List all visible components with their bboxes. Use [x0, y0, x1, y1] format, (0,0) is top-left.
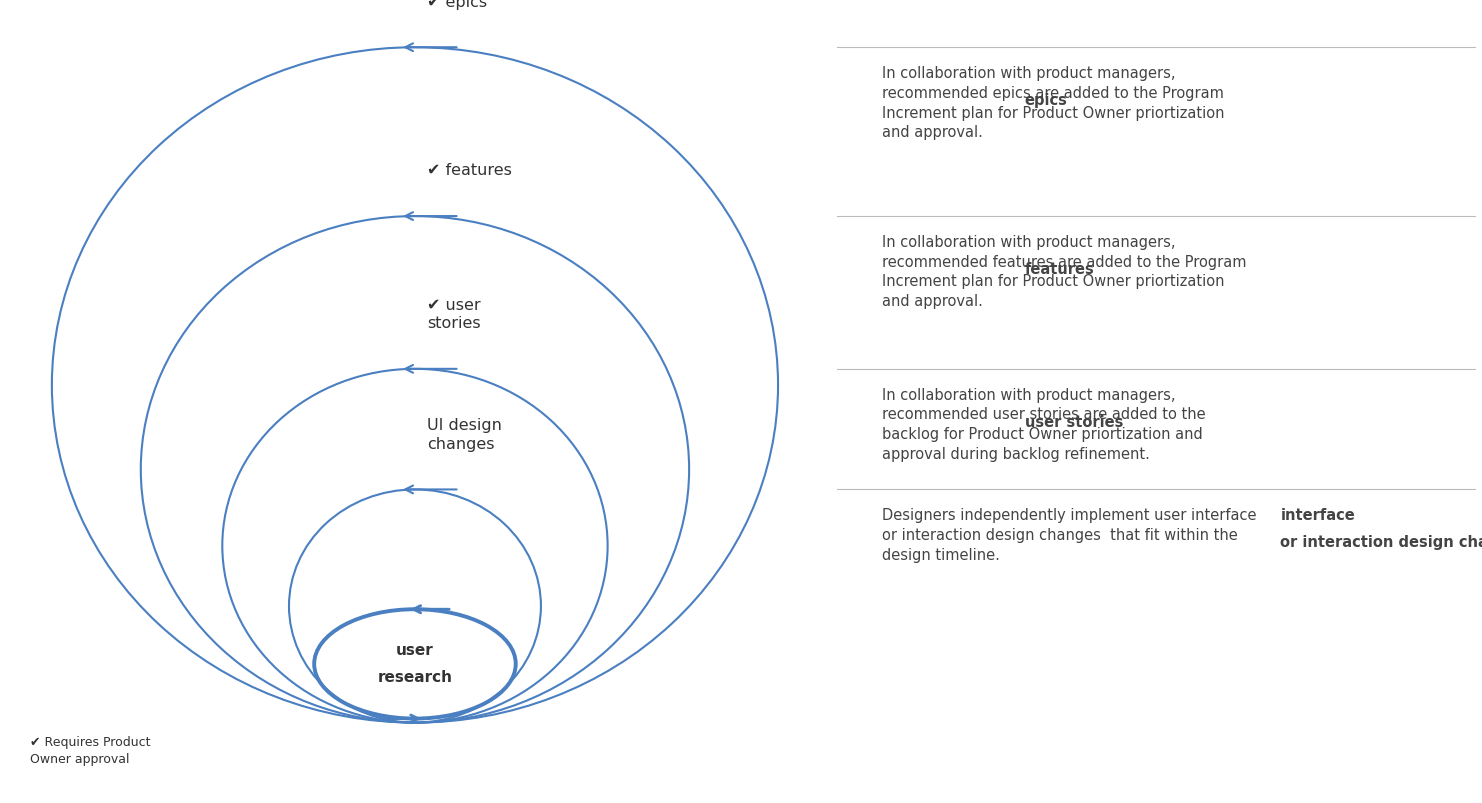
Text: UI design
changes: UI design changes: [427, 418, 502, 451]
Text: In collaboration with product managers,
recommended user stories are added to th: In collaboration with product managers, …: [882, 387, 1205, 462]
Text: In collaboration with product managers,
recommended epics are added to the Progr: In collaboration with product managers, …: [882, 66, 1224, 141]
Text: ✔ Requires Product
Owner approval: ✔ Requires Product Owner approval: [30, 735, 150, 764]
Text: ✔ features: ✔ features: [427, 163, 511, 178]
Text: interface: interface: [1280, 507, 1355, 523]
Text: Designers independently implement user interface
or interaction design changes  : Designers independently implement user i…: [882, 507, 1257, 562]
Text: epics: epics: [1024, 93, 1067, 108]
Text: or interaction design changes: or interaction design changes: [1280, 535, 1482, 550]
Text: user stories: user stories: [1024, 414, 1123, 430]
Text: research: research: [378, 670, 452, 684]
Text: ✔ epics: ✔ epics: [427, 0, 488, 10]
Text: In collaboration with product managers,
recommended features are added to the Pr: In collaboration with product managers, …: [882, 234, 1246, 309]
Text: ✔ user
stories: ✔ user stories: [427, 297, 480, 331]
Text: user: user: [396, 642, 434, 657]
Text: features: features: [1024, 262, 1094, 277]
